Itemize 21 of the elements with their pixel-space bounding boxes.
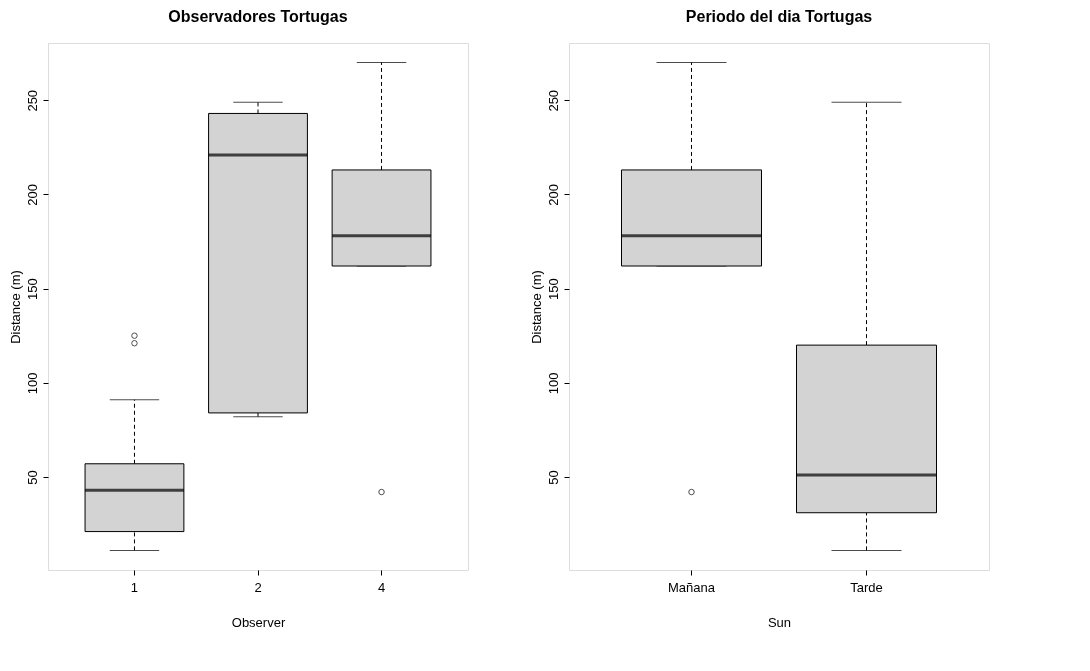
x-axis-title: Observer — [231, 614, 286, 630]
y-axis-title: Distance (m) — [7, 270, 23, 344]
y-tick-label: 50 — [545, 470, 561, 485]
y-tick-label: 250 — [545, 89, 561, 112]
y-tick-label: 150 — [545, 278, 561, 300]
chart-title: Observadores Tortugas — [168, 8, 348, 25]
chart-title: Periodo del dia Tortugas — [685, 8, 873, 25]
y-tick-label: 250 — [24, 89, 40, 112]
y-tick-label: 50 — [24, 470, 40, 485]
y-tick-label: 200 — [545, 184, 561, 206]
x-tick-label: Tarde — [850, 579, 883, 595]
x-axis-title: Sun — [767, 614, 792, 630]
y-tick-label: 150 — [24, 278, 40, 300]
x-tick-label: 2 — [254, 579, 262, 595]
y-tick-label: 100 — [545, 372, 561, 395]
y-tick-label: 200 — [24, 184, 40, 206]
y-tick-label: 100 — [24, 372, 40, 395]
x-tick-label: 1 — [130, 579, 139, 595]
y-axis-title: Distance (m) — [528, 270, 544, 344]
x-tick-label: 4 — [377, 579, 386, 595]
x-tick-label: Mañana — [668, 579, 716, 595]
